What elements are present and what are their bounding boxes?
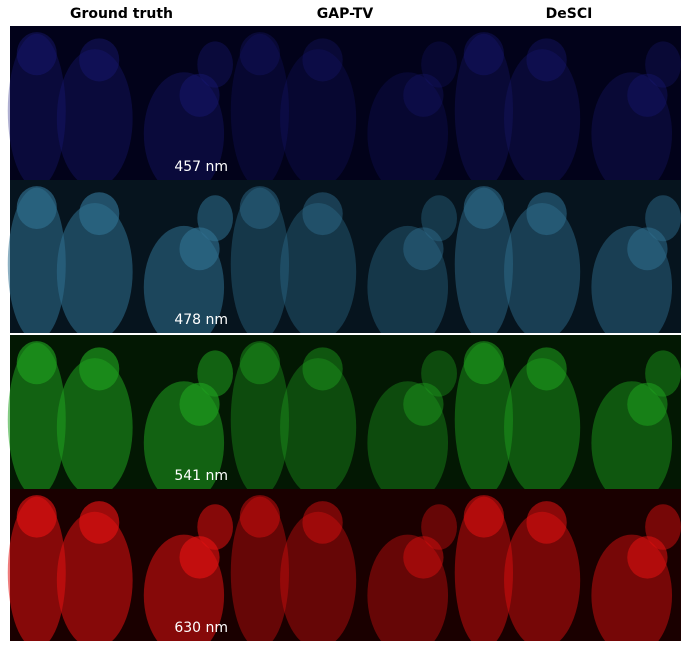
parrot-head [403,383,443,426]
parrot-head [179,536,219,579]
parrot-head [240,186,280,229]
parrot-head [79,192,119,235]
wavelength-label: 478 nm [174,312,228,328]
image-panel [455,180,681,348]
parrot-head [179,383,219,426]
parrot-head [17,341,57,384]
parrot-head [302,192,342,235]
parrot-head [17,495,57,538]
parrot-head [240,32,280,75]
wavelength-label: 457 nm [174,159,228,175]
parrot-head [240,495,280,538]
image-panel [455,26,681,195]
parrot-head [403,536,443,579]
parrot-head [302,347,342,390]
parrot-head [526,192,566,235]
image-panel [231,489,457,641]
parrot-head [627,74,667,117]
parrot-head [403,74,443,117]
image-panel [231,180,457,348]
parrot-head [627,383,667,426]
parrot-head [179,74,219,117]
column-header: GAP-TV [317,6,374,22]
image-panel [455,489,681,641]
parrot-head [464,32,504,75]
parrot-head [526,38,566,81]
parrot-head [464,341,504,384]
parrot-head [403,227,443,270]
column-header: Ground truth [70,6,173,22]
parrot-head [526,347,566,390]
parrot-head [79,38,119,81]
parrot-head [627,227,667,270]
wavelength-label: 630 nm [174,620,228,636]
parrot-head [526,501,566,544]
image-panel [231,335,457,504]
image-panel [231,26,457,195]
parrot-head [79,501,119,544]
parrot-head [17,186,57,229]
parrot-head [240,341,280,384]
parrot-head [17,32,57,75]
column-header: DeSCI [546,6,593,22]
parrot-head [79,347,119,390]
figure: Ground truth GAP-TV DeSCI 457 nm 478 nm 541 n… [0,0,683,641]
image-panel [8,489,233,641]
parrot-head [464,495,504,538]
parrot-head [179,227,219,270]
parrot-head [627,536,667,579]
parrot-head [302,38,342,81]
image-panel [455,335,681,504]
parrot-head [302,501,342,544]
wavelength-label: 541 nm [174,468,228,484]
parrot-head [464,186,504,229]
